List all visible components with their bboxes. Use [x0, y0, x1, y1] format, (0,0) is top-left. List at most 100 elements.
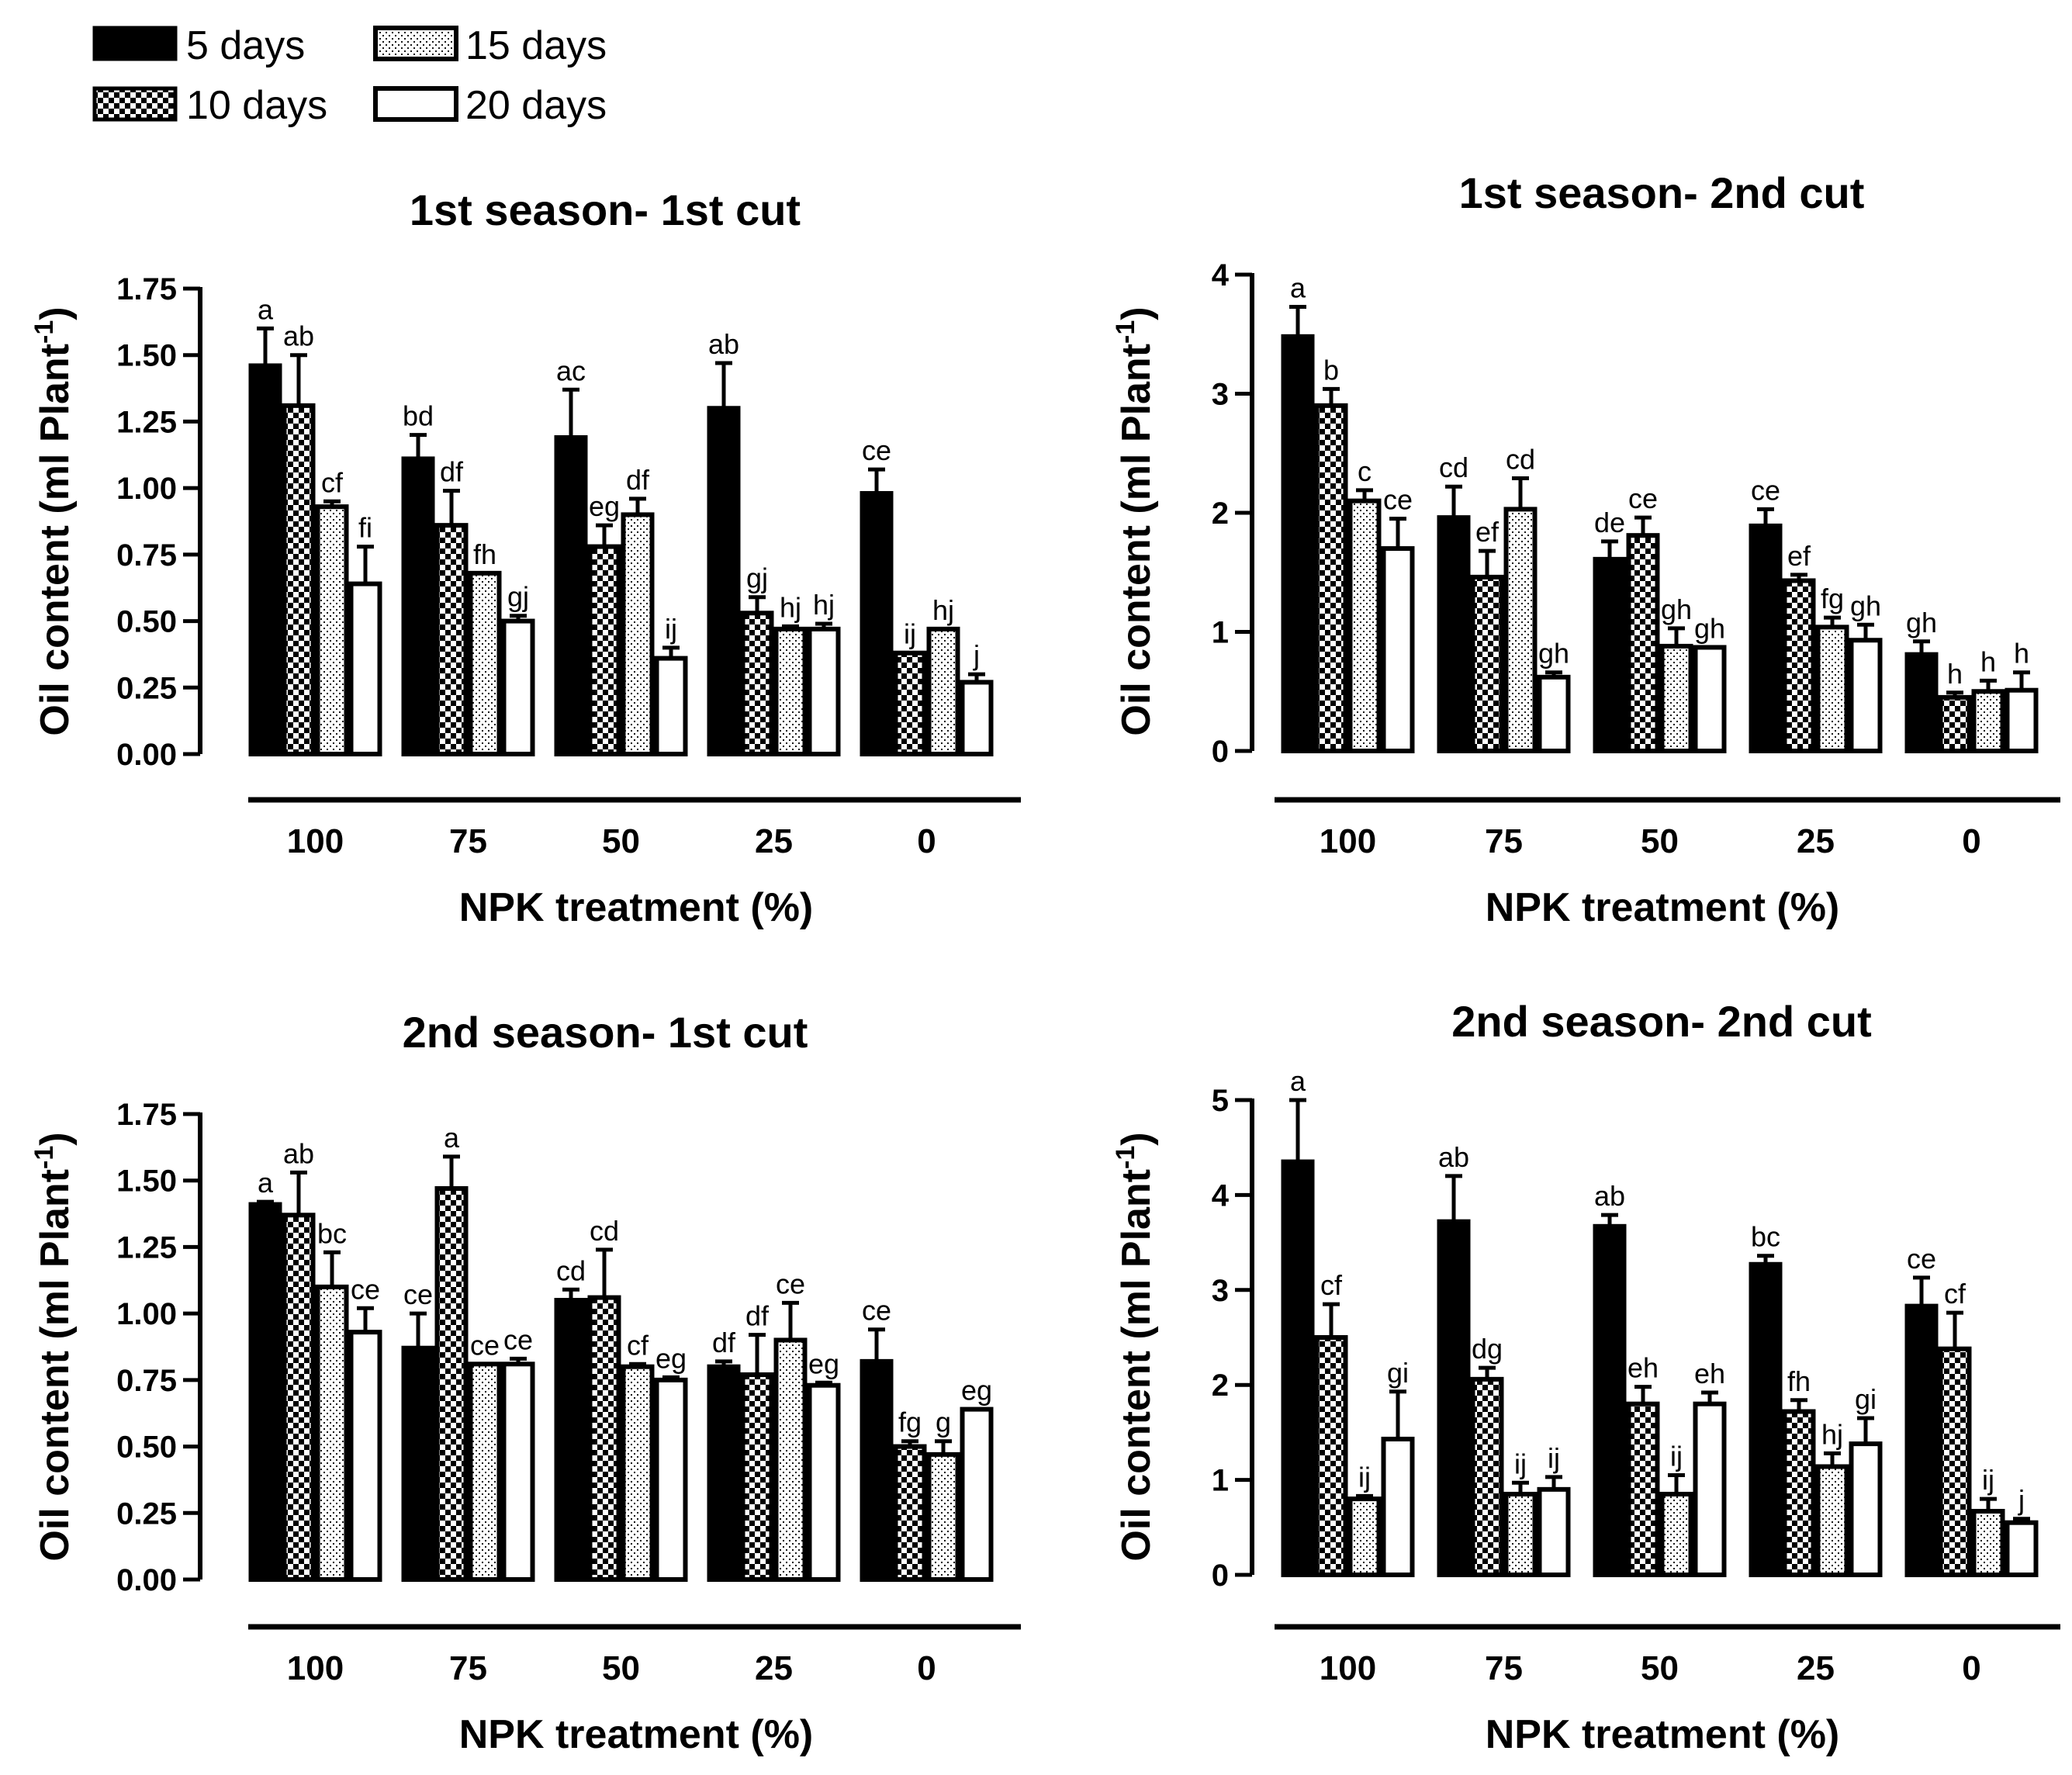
significance-letter: df: [626, 464, 650, 496]
bar-5-days: [1437, 515, 1471, 753]
significance-letter: ce: [1751, 474, 1780, 506]
significance-letter: eh: [1628, 1352, 1659, 1384]
y-tick-label: 0.00: [116, 1563, 177, 1597]
bar-20-days: [1693, 1401, 1727, 1578]
bar-10-days: [1782, 1409, 1816, 1578]
significance-letter: eg: [589, 490, 620, 522]
significance-letter: ac: [556, 355, 586, 386]
bar-5-days: [554, 1298, 588, 1582]
x-tick-label: 75: [449, 822, 487, 860]
bar-5-days: [554, 435, 588, 756]
bar-15-days: [1503, 507, 1538, 754]
significance-letter: ce: [470, 1329, 500, 1361]
y-axis-label-text: Oil content (ml Plant: [33, 344, 78, 736]
x-axis-label: NPK treatment (%): [459, 885, 814, 930]
y-axis-label-superscript: -1: [1111, 320, 1140, 344]
significance-letter: ab: [1438, 1141, 1469, 1173]
x-axis-label: NPK treatment (%): [459, 1712, 814, 1757]
significance-letter: ce: [862, 434, 891, 466]
bar-20-days: [654, 656, 688, 756]
bar-15-days: [315, 1284, 349, 1583]
bar-5-days: [707, 1364, 741, 1582]
y-axis-label-superscript: -1: [29, 320, 59, 344]
bar-5-days: [1749, 1261, 1783, 1577]
x-tick-label: 25: [1797, 822, 1835, 860]
significance-letter: fi: [358, 512, 372, 544]
bar-5-days: [248, 1202, 282, 1582]
significance-letter: cf: [627, 1329, 649, 1361]
significance-letter: a: [258, 1167, 274, 1199]
x-tick-label: 25: [1797, 1649, 1835, 1687]
legend-swatch-dots: [373, 26, 458, 61]
significance-letter: cf: [321, 466, 344, 498]
significance-letter: df: [440, 456, 464, 488]
x-tick-label: 25: [755, 822, 793, 860]
x-axis-label: NPK treatment (%): [1486, 1712, 1840, 1757]
significance-letter: h: [1980, 645, 1996, 677]
bar-15-days: [1503, 1491, 1538, 1577]
significance-letter: hj: [813, 589, 835, 621]
significance-letter: df: [712, 1327, 736, 1358]
bar-15-days: [926, 1451, 960, 1583]
bar-10-days: [282, 403, 316, 756]
bar-20-days: [348, 581, 382, 756]
x-tick-label: 50: [602, 822, 640, 860]
bar-15-days: [1815, 625, 1849, 753]
bar-20-days: [501, 1362, 535, 1583]
significance-letter: a: [258, 293, 274, 325]
y-tick-label: 3: [1212, 378, 1229, 412]
significance-letter: bd: [403, 400, 434, 432]
legend-swatch-solid: [92, 26, 178, 61]
y-tick-label: 0.50: [116, 605, 177, 639]
chart-title: 2nd season- 1st cut: [403, 1008, 808, 1057]
significance-letter: ce: [351, 1273, 380, 1305]
bar-15-days: [1971, 1508, 2005, 1577]
legend-label: 20 days: [465, 83, 607, 128]
y-axis-label-superscript: -1: [29, 1146, 59, 1169]
chart-title: 1st season- 1st cut: [410, 185, 801, 234]
y-tick-label: 1.50: [116, 1164, 177, 1199]
y-tick-label: 1.75: [116, 1098, 177, 1132]
bar-20-days: [2005, 1520, 2039, 1578]
bar-5-days: [1281, 334, 1315, 753]
y-tick-label: 4: [1212, 258, 1230, 292]
bar-10-days: [587, 1295, 621, 1582]
bar-10-days: [434, 1186, 469, 1582]
significance-letter: hj: [932, 594, 954, 626]
bar-10-days: [1626, 533, 1660, 753]
bar-10-days: [587, 544, 621, 756]
x-tick-label: 0: [917, 1649, 936, 1687]
x-tick-label: 25: [755, 1649, 793, 1687]
significance-letter: gh: [1906, 607, 1937, 638]
bar-5-days: [1281, 1159, 1315, 1578]
y-tick-label: 0.50: [116, 1431, 177, 1465]
bar-10-days: [282, 1213, 316, 1583]
y-axis-label: Oil content (ml Plant-1): [1111, 1132, 1159, 1561]
y-tick-label: 2: [1212, 1368, 1229, 1403]
y-tick-label: 1.50: [116, 339, 177, 373]
bar-10-days: [893, 650, 927, 757]
y-tick-label: 0.75: [116, 538, 177, 573]
bar-10-days: [1314, 1335, 1348, 1577]
bar-5-days: [1904, 652, 1939, 753]
significance-letter: cd: [556, 1254, 586, 1286]
bar-15-days: [1815, 1464, 1849, 1577]
x-tick-label: 75: [1485, 1649, 1523, 1687]
bar-15-days: [1659, 1491, 1693, 1577]
y-tick-label: 1.25: [116, 1230, 177, 1265]
significance-letter: ij: [1548, 1442, 1560, 1474]
y-axis-label-text: Oil content (ml Plant: [33, 1169, 78, 1562]
y-tick-label: 1.75: [116, 272, 177, 306]
significance-letter: ce: [1628, 483, 1658, 514]
significance-letter: cf: [1320, 1269, 1343, 1301]
bar-20-days: [654, 1377, 688, 1583]
x-tick-label: 100: [287, 822, 344, 860]
bar-5-days: [1749, 523, 1783, 753]
significance-letter: ij: [665, 613, 677, 645]
significance-letter: df: [745, 1300, 770, 1332]
y-axis-label-close: ): [33, 1132, 78, 1145]
bar-10-days: [1938, 1346, 1972, 1577]
significance-letter: ij: [1358, 1461, 1371, 1493]
significance-letter: cf: [1944, 1278, 1966, 1310]
